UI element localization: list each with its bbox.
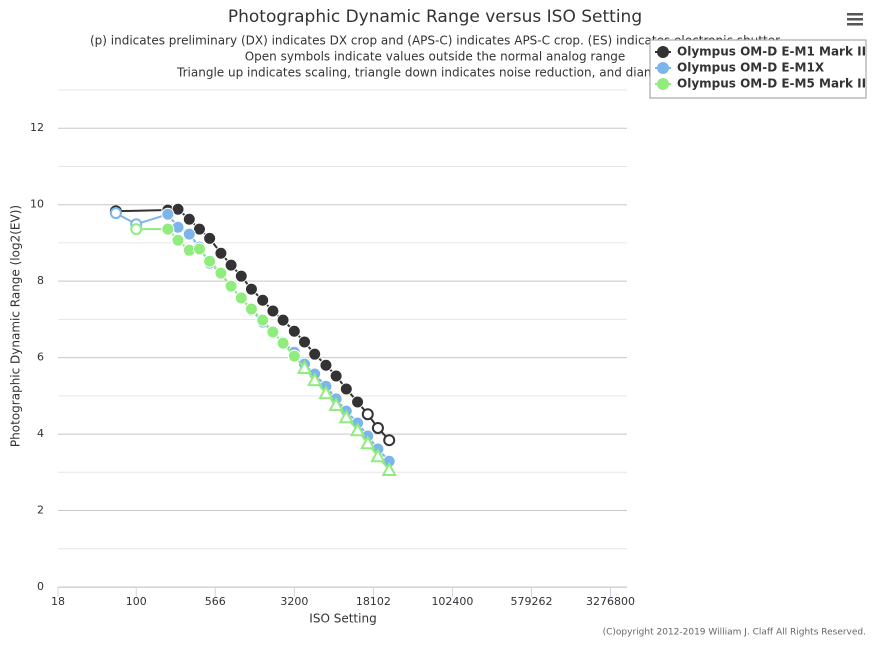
marker (171, 233, 185, 247)
y-tick-label: 2 (37, 504, 44, 517)
marker (328, 396, 344, 412)
legend-label: Olympus OM-D E-M1X (677, 61, 825, 75)
menu-bar (847, 18, 863, 21)
marker (109, 207, 122, 220)
legend-label: Olympus OM-D E-M5 Mark II (677, 77, 866, 91)
marker (256, 313, 270, 327)
y-tick-label: 10 (30, 198, 44, 211)
y-tick-label: 12 (30, 121, 44, 134)
marker (296, 359, 313, 374)
marker (308, 347, 322, 361)
marker (360, 435, 376, 450)
marker (203, 231, 217, 245)
legend-box (649, 39, 867, 99)
marker (182, 227, 196, 241)
marker (276, 336, 290, 350)
marker (339, 382, 353, 396)
marker (318, 385, 334, 400)
x-tick-label: 579262 (510, 595, 552, 608)
marker (307, 372, 323, 387)
marker (371, 421, 384, 434)
legend-item[interactable]: Olympus OM-D E-M1 Mark II (655, 45, 866, 59)
marker (287, 349, 301, 363)
marker (182, 212, 196, 226)
marker (214, 266, 228, 280)
subtitle: Triangle up indicates scaling, triangle … (176, 66, 693, 80)
marker (224, 279, 238, 293)
series-line (115, 212, 390, 462)
marker (244, 282, 258, 296)
marker (351, 395, 365, 409)
marker (256, 293, 270, 307)
series (130, 222, 397, 477)
legend-marker (657, 46, 669, 58)
y-tick-label: 0 (37, 580, 44, 593)
x-tick-label: 18 (51, 595, 65, 608)
subtitle: (p) indicates preliminary (DX) indicates… (90, 34, 780, 48)
legend-item[interactable]: Olympus OM-D E-M5 Mark II (655, 77, 866, 91)
legend-label: Olympus OM-D E-M1 Mark II (677, 45, 866, 59)
marker (161, 207, 175, 221)
marker (383, 434, 396, 447)
y-tick-label: 8 (37, 274, 44, 287)
marker (329, 369, 343, 383)
marker (338, 409, 354, 424)
marker (224, 258, 238, 272)
marker (244, 302, 258, 316)
x-tick-label: 18102 (356, 595, 391, 608)
marker (287, 324, 301, 338)
series (109, 202, 396, 447)
marker (266, 304, 280, 318)
subtitle: Open symbols indicate values outside the… (245, 50, 626, 64)
marker (370, 448, 386, 463)
y-tick-label: 4 (37, 427, 44, 440)
marker (298, 335, 312, 349)
chart-title: Photographic Dynamic Range versus ISO Se… (228, 7, 642, 27)
marker (214, 246, 228, 260)
legend-marker (657, 78, 669, 90)
series (109, 207, 396, 468)
x-tick-label: 100 (126, 595, 147, 608)
marker (130, 223, 143, 236)
marker (192, 242, 206, 256)
x-axis-label: ISO Setting (309, 612, 376, 626)
y-axis-label: Photographic Dynamic Range (log2(EV)) (9, 205, 23, 447)
marker (234, 269, 248, 283)
marker (349, 422, 366, 437)
x-tick-label: 3200 (280, 595, 308, 608)
marker (319, 358, 333, 372)
marker (266, 325, 280, 339)
menu-bar (847, 13, 863, 16)
marker (361, 408, 374, 421)
x-tick-label: 102400 (431, 595, 473, 608)
marker (381, 461, 397, 477)
marker (234, 291, 248, 305)
x-tick-label: 566 (205, 595, 226, 608)
legend-marker (657, 62, 669, 74)
menu-bar (847, 23, 863, 26)
marker (203, 254, 217, 268)
y-tick-label: 6 (37, 351, 44, 364)
marker (276, 313, 290, 327)
legend-item[interactable]: Olympus OM-D E-M1X (655, 61, 825, 75)
x-tick-label: 3276800 (586, 595, 635, 608)
marker (161, 222, 175, 236)
copyright: (C)opyright 2012-2019 William J. Claff A… (603, 628, 866, 638)
menu-button[interactable] (846, 12, 864, 26)
